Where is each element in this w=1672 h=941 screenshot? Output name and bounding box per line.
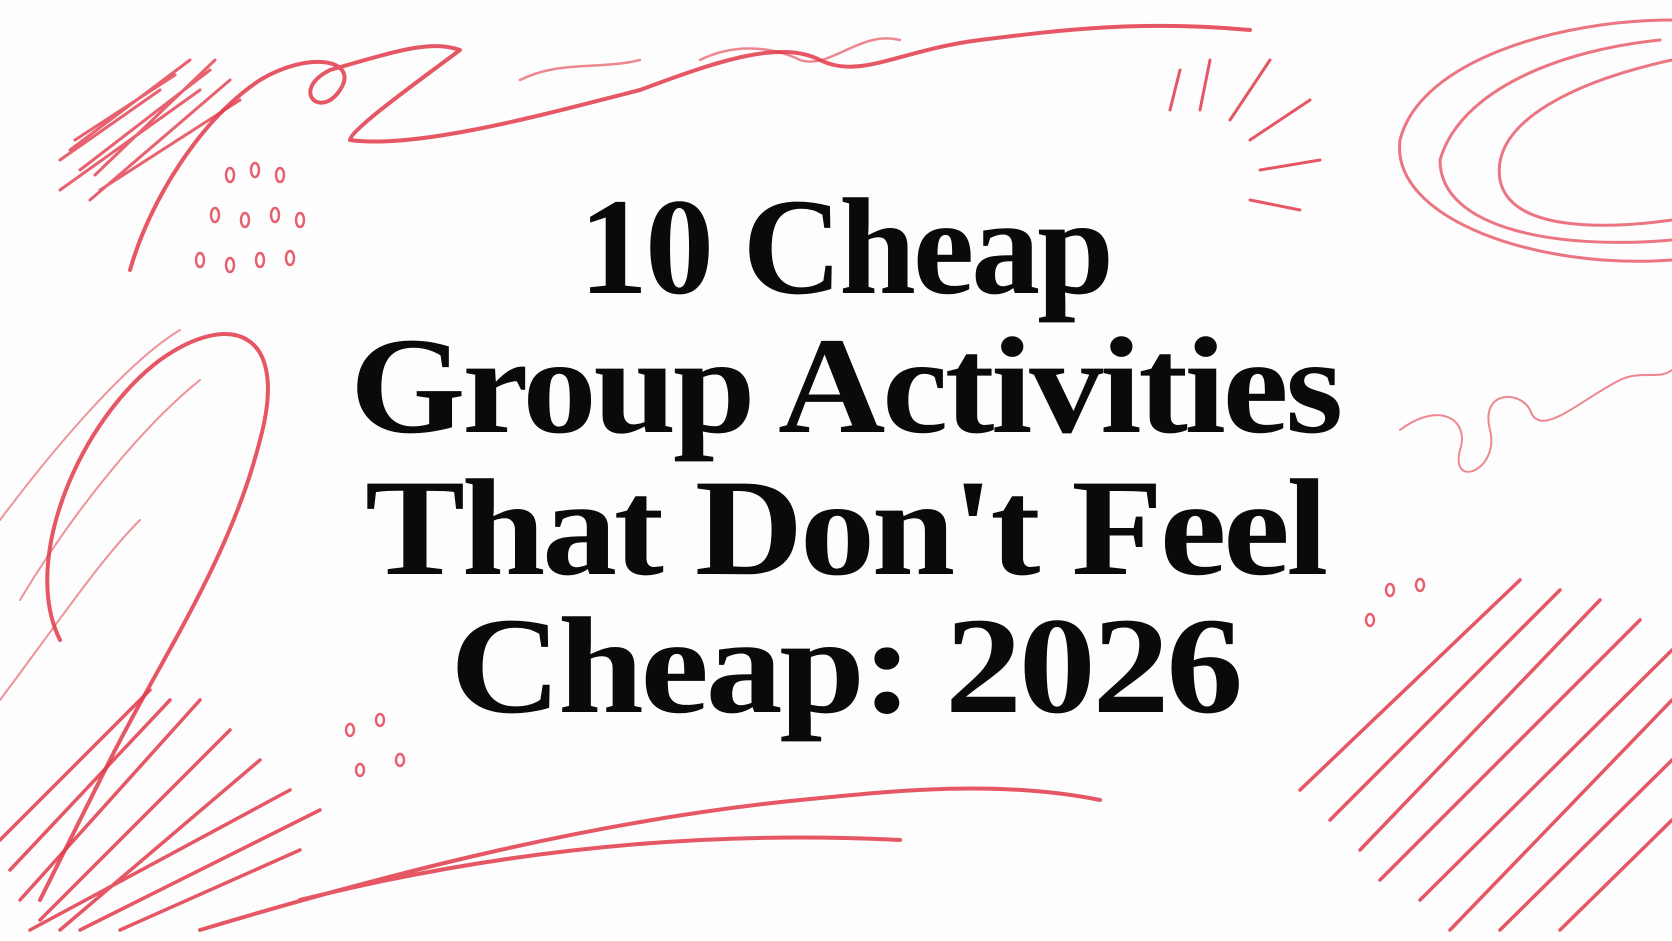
scribble: [0, 688, 322, 932]
scribble: [198, 786, 1102, 932]
headline-line: Group Activities: [350, 309, 1340, 462]
headline-line: 10 Cheap: [579, 170, 1111, 323]
scribble: [1398, 18, 1672, 263]
scribble: [0, 329, 201, 701]
scribble: [1399, 369, 1672, 473]
headline-line: That Don't Feel: [365, 451, 1326, 604]
scribble: [518, 37, 902, 82]
scribbles: [0, 18, 1672, 932]
scribble: [128, 23, 1252, 272]
dots: [194, 161, 1426, 778]
scribble: [58, 58, 242, 202]
headline-line: Cheap: 2026: [450, 589, 1240, 742]
rays: [1168, 58, 1322, 212]
scribble: [38, 332, 270, 902]
headline: 10 Cheap Group Activities That Don't Fee…: [350, 170, 1343, 742]
scribble: [1298, 578, 1672, 932]
